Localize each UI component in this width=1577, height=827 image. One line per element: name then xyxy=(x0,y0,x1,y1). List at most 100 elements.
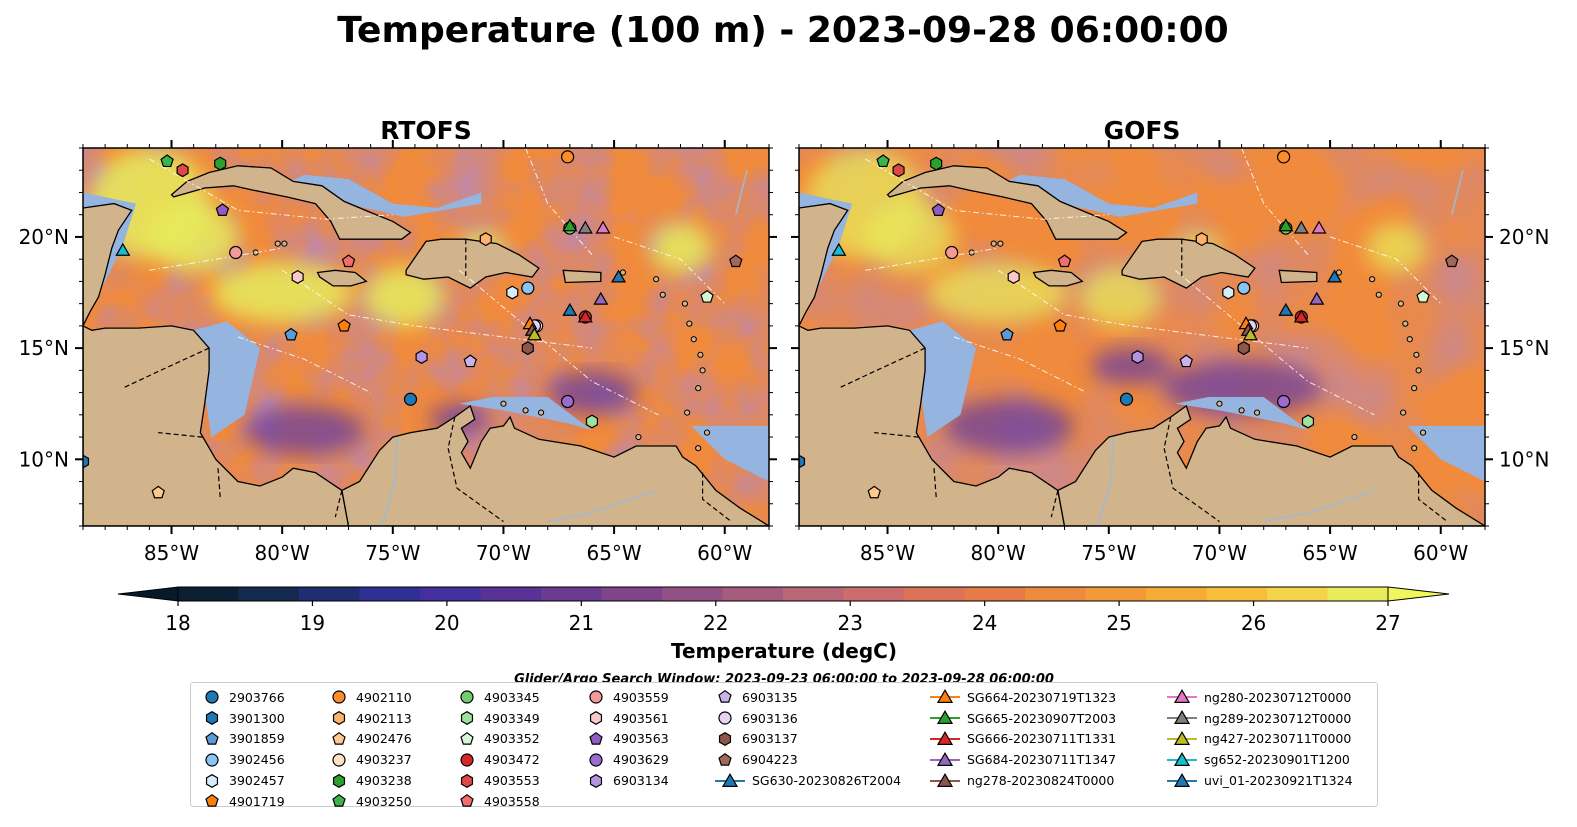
legend-marker xyxy=(332,711,346,726)
legend-item: SG664-20230719T1323 xyxy=(929,687,1116,708)
legend-item: 4903472 xyxy=(456,749,540,770)
legend-item: SG666-20230711T1331 xyxy=(929,729,1116,750)
legend-label: 4903472 xyxy=(484,752,540,768)
lon-tick-label: 85°W xyxy=(860,541,915,565)
legend-marker xyxy=(460,753,474,767)
legend-marker xyxy=(589,753,603,767)
legend-marker xyxy=(205,794,219,808)
legend-marker-icon xyxy=(930,730,960,745)
legend-marker xyxy=(332,731,346,745)
eez-boundary xyxy=(149,247,283,271)
eez-boundary xyxy=(525,148,593,256)
river xyxy=(1096,437,1114,526)
island xyxy=(537,409,545,416)
obs-marker-4903629 xyxy=(561,394,575,409)
country-border xyxy=(1417,472,1448,523)
island xyxy=(1351,433,1358,441)
colorbar-bin xyxy=(904,587,965,601)
obs-marker-2903766 xyxy=(1119,392,1134,406)
island xyxy=(522,407,529,414)
legend-marker-icon xyxy=(589,711,603,726)
island xyxy=(695,385,702,392)
legend-item: 3902456 xyxy=(201,749,285,770)
land-pr xyxy=(1278,269,1318,284)
legend-label: ng280-20230712T0000 xyxy=(1204,689,1352,705)
eez-boundary xyxy=(613,236,726,304)
country-border xyxy=(933,468,937,498)
legend-item: 4903561 xyxy=(585,708,669,729)
country-border xyxy=(1050,490,1059,518)
colorbar-frame xyxy=(177,586,1389,602)
legend-marker xyxy=(718,690,732,704)
colorbar-bin xyxy=(480,587,542,601)
island xyxy=(699,367,706,374)
legend-marker xyxy=(332,753,346,767)
island xyxy=(619,269,627,276)
colorbar-tick-label: 26 xyxy=(1241,611,1266,635)
legend-marker-icon xyxy=(332,773,346,788)
legend-item: 4903553 xyxy=(456,770,540,791)
colorbar-bin xyxy=(783,587,844,601)
obs-marker-6903135 xyxy=(1179,354,1193,368)
legend-label: 4903237 xyxy=(356,752,412,768)
figure-title: Temperature (100 m) - 2023-09-28 06:00:0… xyxy=(337,10,1228,51)
obs-marker-4903553 xyxy=(176,163,189,178)
obs-marker-4901719 xyxy=(337,318,351,332)
legend-marker-icon xyxy=(460,794,474,808)
colorbar-tick-label: 23 xyxy=(837,611,862,635)
obs-marker-SG684-20230711T1347 xyxy=(593,291,609,305)
legend-label: 4903349 xyxy=(484,710,540,726)
legend-marker-icon xyxy=(205,711,219,726)
obs-marker-4902113 xyxy=(1195,232,1208,247)
legend-column: 2903766 3901300 3901859 3902456 3902457 49017… xyxy=(201,687,285,812)
observation-markers xyxy=(83,150,743,499)
legend-label: 3902457 xyxy=(229,773,285,789)
legend-item: 6903135 xyxy=(714,687,901,708)
legend-marker-icon xyxy=(589,690,603,704)
shelf-water xyxy=(1175,397,1308,431)
legend-marker-icon xyxy=(460,753,474,767)
lon-tick-label: 65°W xyxy=(1302,541,1357,565)
obs-marker-6904223 xyxy=(729,254,743,268)
obs-marker-ng427-20230711T0000 xyxy=(1242,327,1258,341)
legend-item: sg652-20230901T1200 xyxy=(1166,749,1353,770)
legend-marker-icon xyxy=(460,773,474,788)
obs-marker-4903559 xyxy=(229,245,243,260)
obs-marker-3902457 xyxy=(1222,285,1235,300)
legend-item: 4903558 xyxy=(456,791,540,812)
island xyxy=(990,240,997,247)
obs-marker-uvi_01-20230921T1324 xyxy=(610,269,627,283)
legend-item: 4903345 xyxy=(456,687,540,708)
legend-label: ng427-20230711T0000 xyxy=(1204,731,1352,747)
colorbar-bin xyxy=(843,587,905,601)
legend-marker-icon xyxy=(460,731,474,745)
legend-item: 4901719 xyxy=(201,791,285,812)
obs-marker-6903137 xyxy=(521,341,534,356)
land-pr xyxy=(562,269,602,284)
colorbar-label: Temperature (degC) xyxy=(671,639,897,663)
obs-marker-SG665-20230907T2003 xyxy=(562,218,578,232)
legend-label: 4903629 xyxy=(613,752,669,768)
obs-marker-SG665-20230907T2003 xyxy=(1278,218,1294,232)
island xyxy=(500,400,507,407)
panel-title: GOFS xyxy=(1104,116,1181,145)
island xyxy=(697,351,704,358)
island xyxy=(1406,336,1413,343)
legend-marker-icon xyxy=(332,711,346,726)
eez-boundary xyxy=(865,247,999,271)
obs-marker-4903563 xyxy=(215,203,230,216)
island xyxy=(1216,400,1223,407)
obs-marker-3902456 xyxy=(521,281,535,295)
legend-marker-icon xyxy=(332,753,346,767)
river xyxy=(1451,170,1464,215)
land-florida xyxy=(240,108,282,135)
obs-marker-4901719 xyxy=(1053,318,1067,332)
obs-marker-4903250 xyxy=(160,154,174,168)
legend-item: 4903349 xyxy=(456,708,540,729)
legend-marker xyxy=(1173,751,1191,766)
island xyxy=(1238,407,1245,414)
obs-marker-4903629 xyxy=(1277,394,1291,409)
obs-marker-6903134 xyxy=(415,350,428,365)
colorbar-bin xyxy=(1085,587,1147,601)
